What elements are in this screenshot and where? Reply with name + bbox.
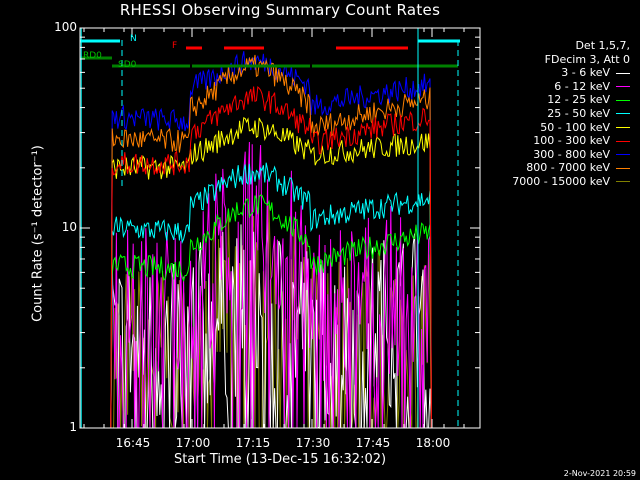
legend-swatch [616,113,630,115]
legend-swatch [616,140,630,142]
legend-entry-label: 3 - 6 keV [561,66,610,80]
legend-header-line-1: Det 1,5,7, [575,39,630,52]
legend-entry-label: 300 - 800 keV [533,147,610,161]
legend-entry: 6 - 12 keV [512,80,630,94]
legend-entry: 300 - 800 keV [512,148,630,162]
series-line-6to12kev [80,141,479,429]
legend-swatch [616,86,630,88]
legend-entry-label: 25 - 50 keV [547,106,610,120]
legend-swatch [616,72,630,74]
legend-swatch [616,154,630,156]
flag-label-rd0: RD0 [83,51,102,61]
series-line-300to800kev [80,51,479,429]
legend-swatch [616,127,630,129]
x-tick-label: 17:30 [295,436,331,450]
y-tick-label-100: 100 [54,20,77,34]
series-line-7000to15000kev [80,205,479,429]
x-tick-label: 17:00 [175,436,211,450]
legend-entry-label: 7000 - 15000 keV [512,174,610,188]
legend-entry: 50 - 100 keV [512,121,630,135]
series-line-12to25kev [80,194,479,429]
legend-entry-label: 6 - 12 keV [554,79,610,93]
chart-title: RHESSI Observing Summary Count Rates [119,1,441,19]
flag-label-sd0: SD0 [118,60,137,70]
legend-entry-label: 50 - 100 keV [540,120,610,134]
x-tick-label: 17:15 [235,436,271,450]
legend-swatch [616,167,630,169]
legend-swatch [616,99,630,101]
legend: Det 1,5,7, FDecim 3, Att 0 3 - 6 keV 6 -… [512,39,630,189]
y-tick-label-1: 1 [69,420,77,434]
legend-entry: 7000 - 15000 keV [512,175,630,189]
legend-entry: 3 - 6 keV [512,66,630,80]
series-line-25to50kev [80,162,479,429]
legend-entry: 12 - 25 keV [512,93,630,107]
flag-label-n: N [130,34,137,44]
legend-entry: 25 - 50 keV [512,107,630,121]
date-stamp: 2-Nov-2021 20:59 [563,469,636,478]
x-tick-label: 17:45 [355,436,391,450]
legend-entry-label: 800 - 7000 keV [526,161,610,175]
legend-entry: 800 - 7000 keV [512,161,630,175]
legend-entry-label: 12 - 25 keV [547,93,610,107]
y-tick-label-10: 10 [61,220,77,234]
series-line-100to300kev [80,85,479,429]
x-tick-label: 18:00 [415,436,451,450]
legend-entry: 100 - 300 keV [512,134,630,148]
x-tick-label: 16:45 [115,436,151,450]
series-line-800to7000kev [80,54,479,429]
legend-header-line-2: FDecim 3, Att 0 [544,52,630,66]
flag-label-f: F [172,41,178,51]
y-axis-label: Count Rate (s⁻¹ detector⁻¹) [30,145,46,322]
x-axis-label: Start Time (13-Dec-15 16:32:02) [173,452,387,467]
legend-swatch [616,181,630,183]
legend-entry-label: 100 - 300 keV [533,134,610,148]
